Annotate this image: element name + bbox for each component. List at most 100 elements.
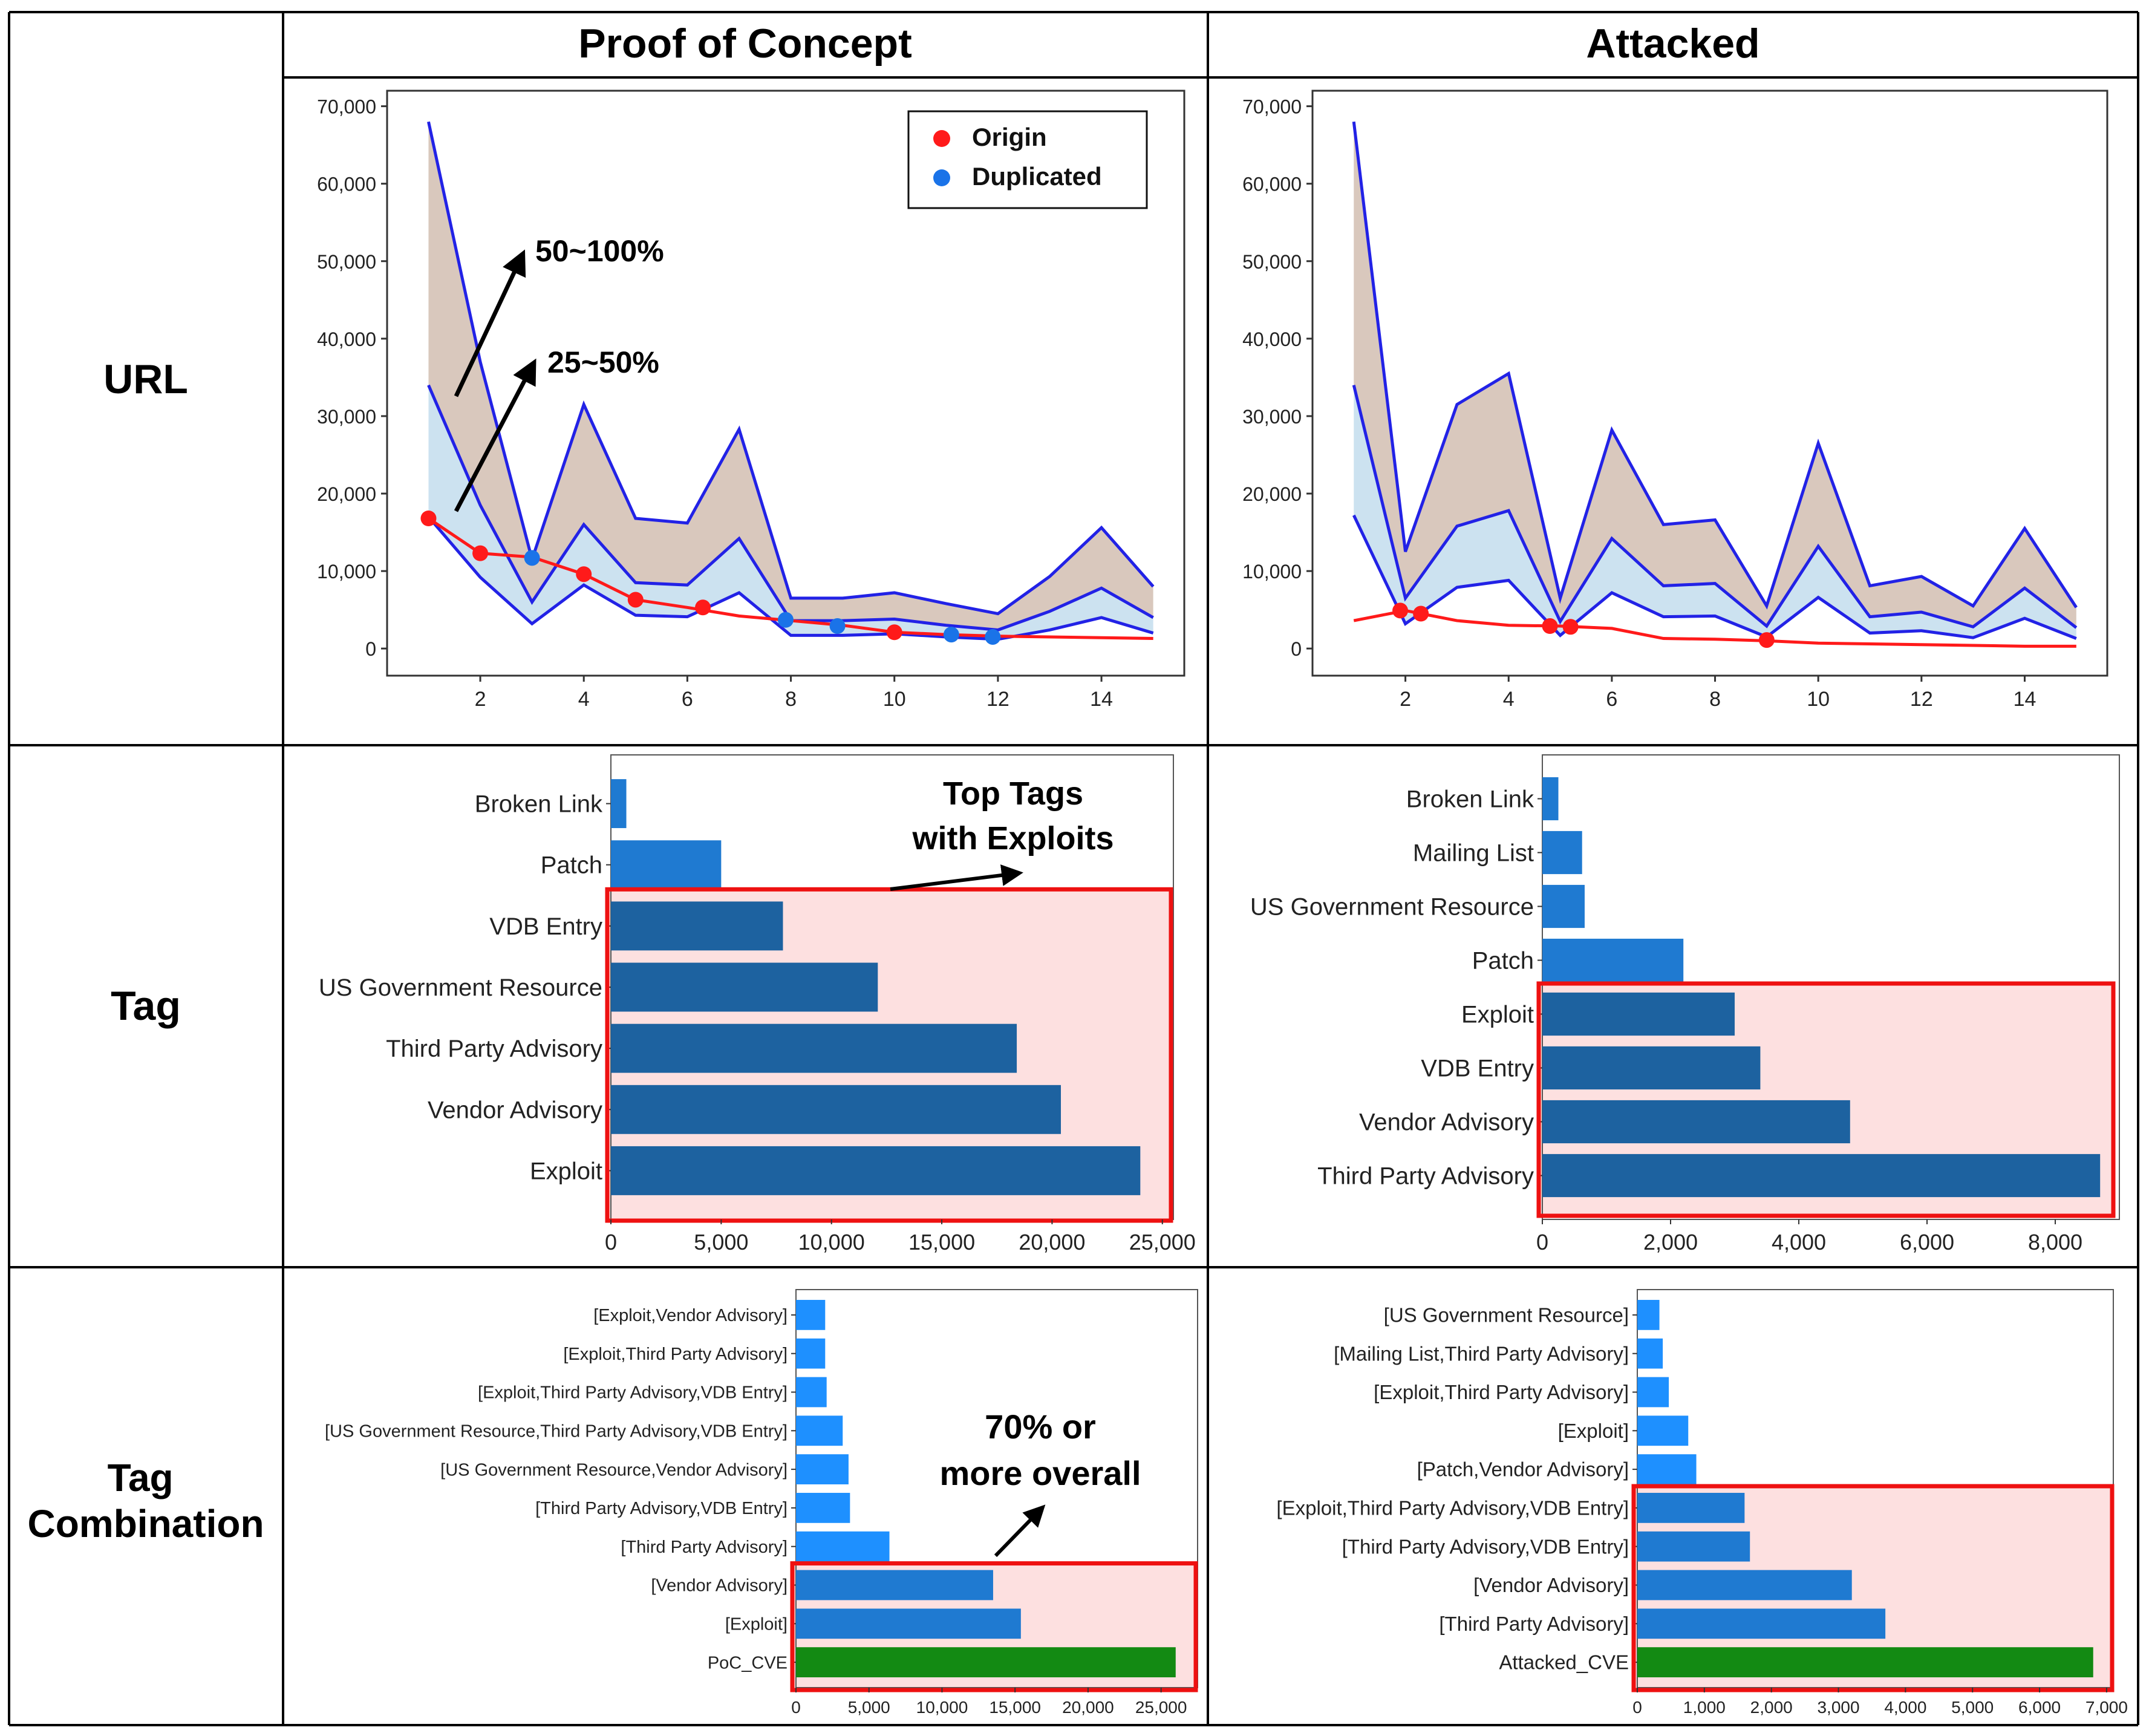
bar <box>611 901 783 951</box>
category-label: US Government Resource <box>319 974 602 1001</box>
origin-point <box>576 566 592 582</box>
origin-point <box>1758 632 1775 648</box>
x-tick-label: 15,000 <box>908 1230 975 1255</box>
y-tick-label: 10,000 <box>1242 561 1302 582</box>
x-tick-label: 2,000 <box>1750 1698 1793 1717</box>
annotations: 50~100% 25~50% Top Tags with Exploits 70% or… <box>454 234 1141 1558</box>
bar <box>796 1531 890 1562</box>
category-label: [US Government Resource,Third Party Advi… <box>325 1421 788 1441</box>
top-tags-label-line-1: Top Tags <box>943 775 1083 812</box>
x-tick-label: 25,000 <box>1129 1230 1196 1255</box>
category-label: [Third Party Advisory,VDB Entry] <box>1342 1535 1629 1558</box>
duplicated-point <box>985 628 1001 645</box>
x-tick-label: 14 <box>2014 688 2036 711</box>
x-tick-label: 15,000 <box>989 1698 1041 1717</box>
duplicated-point <box>778 612 794 628</box>
y-tick-label: 70,000 <box>1242 96 1302 118</box>
x-tick-label: 0 <box>1536 1230 1548 1255</box>
y-tick-label: 40,000 <box>317 328 376 350</box>
bar <box>611 779 627 829</box>
envelope-line-lower <box>1352 514 2077 640</box>
y-tick-label: 70,000 <box>317 96 376 118</box>
x-tick-label: 4,000 <box>1884 1698 1926 1717</box>
origin-point <box>627 592 644 608</box>
x-tick-label: 2 <box>1400 688 1411 711</box>
combo-poc-chart: [Exploit,Vendor Advisory] [Exploit,Third … <box>325 1289 1198 1717</box>
plot-frame <box>386 90 1185 677</box>
x-tick-label: 8 <box>1709 688 1721 711</box>
bar <box>1637 1454 1697 1484</box>
row-header-line-2: Combination <box>27 1502 264 1545</box>
bar <box>1542 992 1735 1036</box>
category-label: [Exploit,Vendor Advisory] <box>593 1306 788 1325</box>
envelope-line-lower <box>427 515 1154 641</box>
category-label: Third Party Advisory <box>386 1036 602 1062</box>
tag-attacked-chart: Broken Link Mailing List US Government Res… <box>1250 754 2120 1255</box>
bar <box>1542 938 1684 982</box>
band-low-label: 25~50% <box>547 345 659 379</box>
highlight-border <box>605 887 1173 1223</box>
x-tick-label: 2,000 <box>1643 1230 1698 1255</box>
category-label: [Exploit,Third Party Advisory] <box>563 1345 788 1364</box>
tag-poc-chart: Broken Link Patch VDB Entry US Government R… <box>319 754 1196 1255</box>
bar <box>1542 884 1585 928</box>
y-tick-label: 30,000 <box>1242 406 1302 428</box>
bar <box>796 1608 1021 1639</box>
y-tick-label: 60,000 <box>317 174 376 195</box>
origin-point <box>695 599 711 616</box>
plot-frame <box>795 1289 1198 1688</box>
x-tick-label: 3,000 <box>1817 1698 1859 1717</box>
duplicated-point <box>943 627 959 643</box>
x-tick-label: 4 <box>578 688 590 711</box>
duplicated-point <box>829 618 846 635</box>
bar <box>796 1454 849 1484</box>
url-poc-chart: 0 10,000 20,000 30,000 40,000 50,000 60,000 70,… <box>317 90 1185 711</box>
bar <box>611 840 722 890</box>
x-tick-label: 7,000 <box>2085 1698 2128 1717</box>
x-tick-label: 2 <box>475 688 486 711</box>
category-label: Patch <box>541 852 602 879</box>
combo-attacked-chart: [US Government Resource] [Mailing List,Th… <box>1276 1289 2128 1717</box>
category-label: [US Government Resource] <box>1384 1304 1629 1326</box>
envelope-line-upper <box>1352 121 2078 610</box>
category-label: Third Party Advisory <box>1317 1163 1534 1190</box>
origin-point <box>1542 618 1558 635</box>
arrow-seventy <box>994 1504 1046 1558</box>
x-tick-label: 10,000 <box>798 1230 865 1255</box>
bar <box>1637 1415 1689 1446</box>
category-label: Exploit <box>1461 1002 1534 1028</box>
x-tick-label: 0 <box>791 1698 801 1717</box>
table-grid <box>8 11 2139 1726</box>
legend-origin-label: Origin <box>972 123 1047 151</box>
top-tags-label-line-2: with Exploits <box>911 820 1114 857</box>
x-tick-label: 12 <box>986 688 1009 711</box>
row-header-tag-combination: Tag Combination <box>27 1456 264 1545</box>
x-tick-label: 12 <box>1910 688 1933 711</box>
y-tick-label: 50,000 <box>1242 251 1302 273</box>
x-tick-label: 20,000 <box>1062 1698 1114 1717</box>
bar <box>1637 1531 1750 1562</box>
legend-duplicated-marker <box>933 169 950 186</box>
category-label: VDB Entry <box>489 913 602 940</box>
x-tick-label: 6 <box>682 688 693 711</box>
category-label: Attacked_CVE <box>1499 1651 1629 1674</box>
x-tick-label: 5,000 <box>694 1230 748 1255</box>
envelope-line-middle <box>1352 385 2078 629</box>
category-label: [Exploit,Third Party Advisory,VDB Entry] <box>1276 1496 1629 1519</box>
bar <box>796 1493 850 1523</box>
bar <box>1542 830 1582 875</box>
x-tick-label: 20,000 <box>1019 1230 1085 1255</box>
y-tick-label: 40,000 <box>1242 328 1302 350</box>
x-tick-label: 6,000 <box>1900 1230 1954 1255</box>
category-label: VDB Entry <box>1421 1056 1534 1082</box>
seventy-label-line-1: 70% or <box>985 1408 1096 1446</box>
arrow-band-high <box>454 249 526 397</box>
category-label: [Third Party Advisory,VDB Entry] <box>535 1499 788 1518</box>
bar <box>1637 1300 1660 1330</box>
bar <box>1542 1100 1850 1144</box>
category-label: [Vendor Advisory] <box>1473 1574 1629 1596</box>
bar <box>1542 777 1559 821</box>
x-tick-label: 5,000 <box>1951 1698 1994 1717</box>
bar <box>796 1338 826 1369</box>
